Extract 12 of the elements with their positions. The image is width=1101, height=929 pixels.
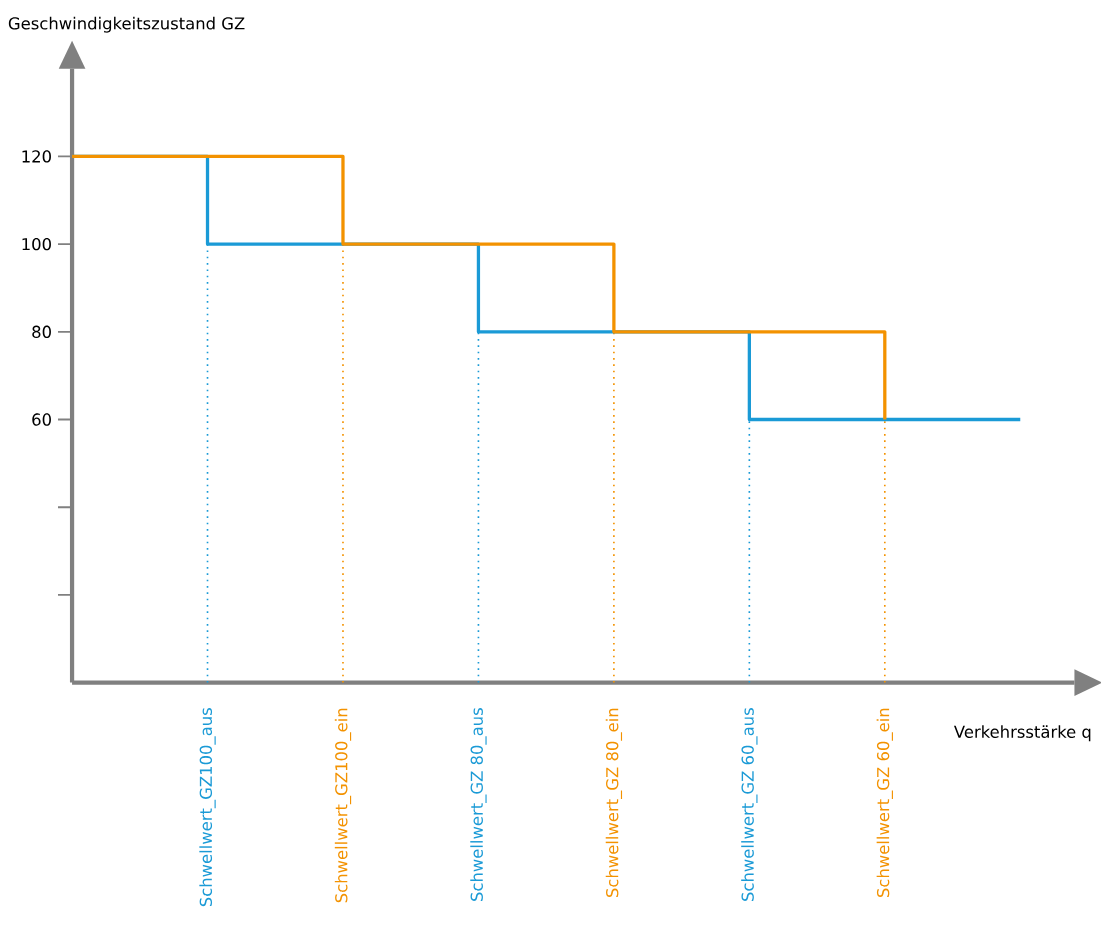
x-tick-label: Schwellwert_GZ100_aus	[199, 708, 216, 907]
x-tick-label: Schwellwert_GZ 60_aus	[741, 708, 758, 902]
y-tick-label: 120	[22, 150, 51, 163]
y-tick-label: 60	[32, 413, 51, 426]
x-tick-label: Schwellwert_GZ 80_ein	[605, 708, 623, 898]
x-tick-label: Schwellwert_GZ100_ein	[334, 708, 352, 903]
x-axis-title: Verkehrsstärke q	[953, 725, 1091, 742]
x-tick-label: Schwellwert_GZ 60_ein	[876, 708, 893, 898]
x-tick-label: Schwellwert_GZ 80_aus	[470, 708, 487, 902]
y-tick-label: 100	[22, 238, 51, 251]
y-tick-label: 80	[32, 325, 51, 339]
y-axis-title: Geschwindigkeitszustand GZ	[8, 16, 245, 33]
